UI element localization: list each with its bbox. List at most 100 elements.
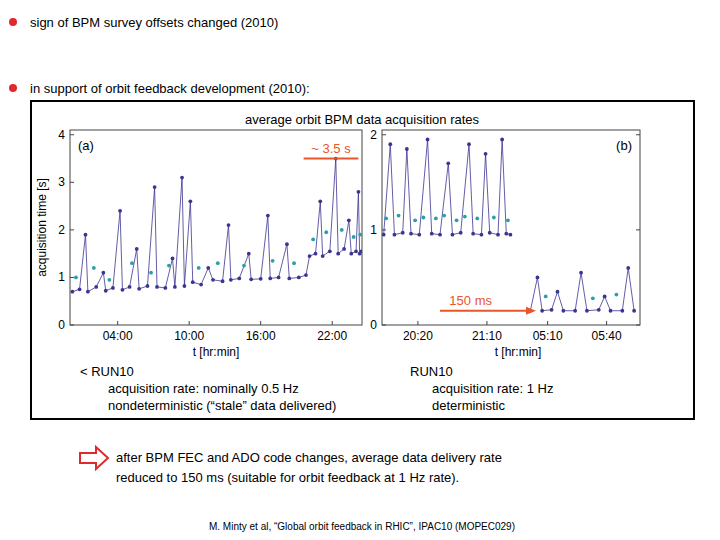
data-point bbox=[118, 209, 122, 213]
x-tick-label: 05:10 bbox=[533, 329, 563, 343]
data-point bbox=[104, 289, 108, 293]
y-tick bbox=[636, 229, 640, 230]
data-point bbox=[101, 271, 105, 275]
data-point bbox=[620, 309, 624, 313]
conclusion-text: after BPM FEC and ADO code changes, aver… bbox=[116, 450, 502, 465]
data-point bbox=[544, 295, 548, 299]
y-tick bbox=[70, 182, 74, 183]
y-tick bbox=[70, 229, 74, 230]
plot-data bbox=[70, 157, 362, 294]
data-point bbox=[324, 230, 328, 234]
annotation-text: 150 ms bbox=[449, 293, 492, 308]
x-tick bbox=[332, 321, 333, 325]
data-point bbox=[94, 285, 98, 289]
data-point bbox=[603, 295, 607, 299]
caption: RUN10 bbox=[410, 364, 453, 379]
data-point bbox=[163, 286, 167, 290]
data-point bbox=[388, 142, 392, 146]
data-point bbox=[242, 264, 246, 268]
x-tick-label: 22:00 bbox=[317, 329, 347, 343]
bullet-text: sign of BPM survey offsets changed (2010… bbox=[30, 15, 278, 30]
plot-frame bbox=[70, 130, 362, 325]
data-point bbox=[84, 233, 88, 237]
data-point bbox=[173, 285, 177, 289]
data-point bbox=[304, 273, 308, 277]
data-point bbox=[455, 218, 459, 222]
data-point bbox=[74, 276, 78, 280]
data-point bbox=[573, 309, 577, 313]
x-tick bbox=[417, 321, 418, 325]
annotation-line bbox=[440, 310, 528, 312]
data-point bbox=[475, 217, 479, 221]
caption: acquisition rate: nominally 0.5 Hz bbox=[108, 381, 299, 396]
data-point bbox=[579, 271, 583, 275]
data-point bbox=[459, 231, 463, 235]
y-tick bbox=[382, 325, 386, 326]
data-point bbox=[321, 254, 325, 258]
x-tick-label: 21:10 bbox=[472, 329, 502, 343]
data-point bbox=[191, 280, 195, 284]
data-point bbox=[146, 284, 150, 288]
data-point bbox=[285, 242, 289, 246]
data-point bbox=[277, 276, 281, 280]
x-tick-label: 16:00 bbox=[246, 329, 276, 343]
data-point bbox=[426, 138, 430, 142]
data-point bbox=[229, 278, 233, 282]
y-tick-label: 1 bbox=[370, 223, 377, 237]
annotation-arrowhead bbox=[526, 307, 536, 315]
y-tick-label: 2 bbox=[370, 128, 377, 142]
data-point bbox=[451, 233, 455, 237]
panel-label: (a) bbox=[78, 138, 94, 153]
y-tick bbox=[636, 325, 640, 326]
data-point bbox=[197, 266, 201, 270]
data-point bbox=[540, 309, 544, 313]
data-point bbox=[297, 276, 301, 280]
y-tick bbox=[382, 134, 386, 135]
data-point bbox=[384, 217, 388, 221]
data-point bbox=[167, 264, 171, 268]
data-point bbox=[496, 233, 500, 237]
y-tick-label: 2 bbox=[58, 223, 65, 237]
data-point bbox=[632, 309, 636, 313]
annotation-line bbox=[304, 158, 359, 160]
y-axis-label: acquisition time [s] bbox=[35, 178, 49, 277]
data-point bbox=[354, 249, 358, 253]
x-tick-label: 04:00 bbox=[103, 329, 133, 343]
data-point bbox=[556, 290, 560, 294]
data-point bbox=[409, 232, 413, 236]
data-point bbox=[137, 287, 141, 291]
data-point bbox=[121, 288, 125, 292]
data-point bbox=[180, 176, 184, 180]
data-point bbox=[171, 257, 175, 261]
data-point bbox=[111, 286, 115, 290]
data-point bbox=[488, 231, 492, 235]
y-tick-label: 1 bbox=[58, 270, 65, 284]
data-point bbox=[349, 252, 353, 256]
data-point bbox=[358, 233, 362, 237]
y-tick-label: 0 bbox=[370, 318, 377, 332]
x-tick bbox=[547, 321, 548, 325]
plot-frame bbox=[382, 130, 640, 325]
caption: nondeterministic (“stale” data delivered… bbox=[108, 398, 336, 413]
data-point bbox=[342, 247, 346, 251]
x-tick bbox=[486, 321, 487, 325]
bullet-dot bbox=[9, 84, 17, 92]
y-tick bbox=[70, 277, 74, 278]
data-point bbox=[216, 261, 220, 265]
plot-data bbox=[528, 266, 636, 313]
data-point bbox=[155, 285, 159, 289]
data-point bbox=[249, 277, 253, 281]
data-point bbox=[561, 309, 565, 313]
data-point bbox=[609, 309, 613, 313]
panel-label: (b) bbox=[616, 138, 632, 153]
data-point bbox=[422, 216, 426, 220]
data-point bbox=[221, 279, 225, 283]
citation: M. Minty et al, “Global orbit feedback i… bbox=[209, 521, 515, 532]
data-point bbox=[471, 232, 475, 236]
data-point bbox=[480, 233, 484, 237]
series-line bbox=[72, 159, 361, 292]
data-point bbox=[328, 249, 332, 253]
data-point bbox=[550, 308, 554, 312]
data-point bbox=[340, 228, 344, 232]
data-point bbox=[597, 308, 601, 312]
